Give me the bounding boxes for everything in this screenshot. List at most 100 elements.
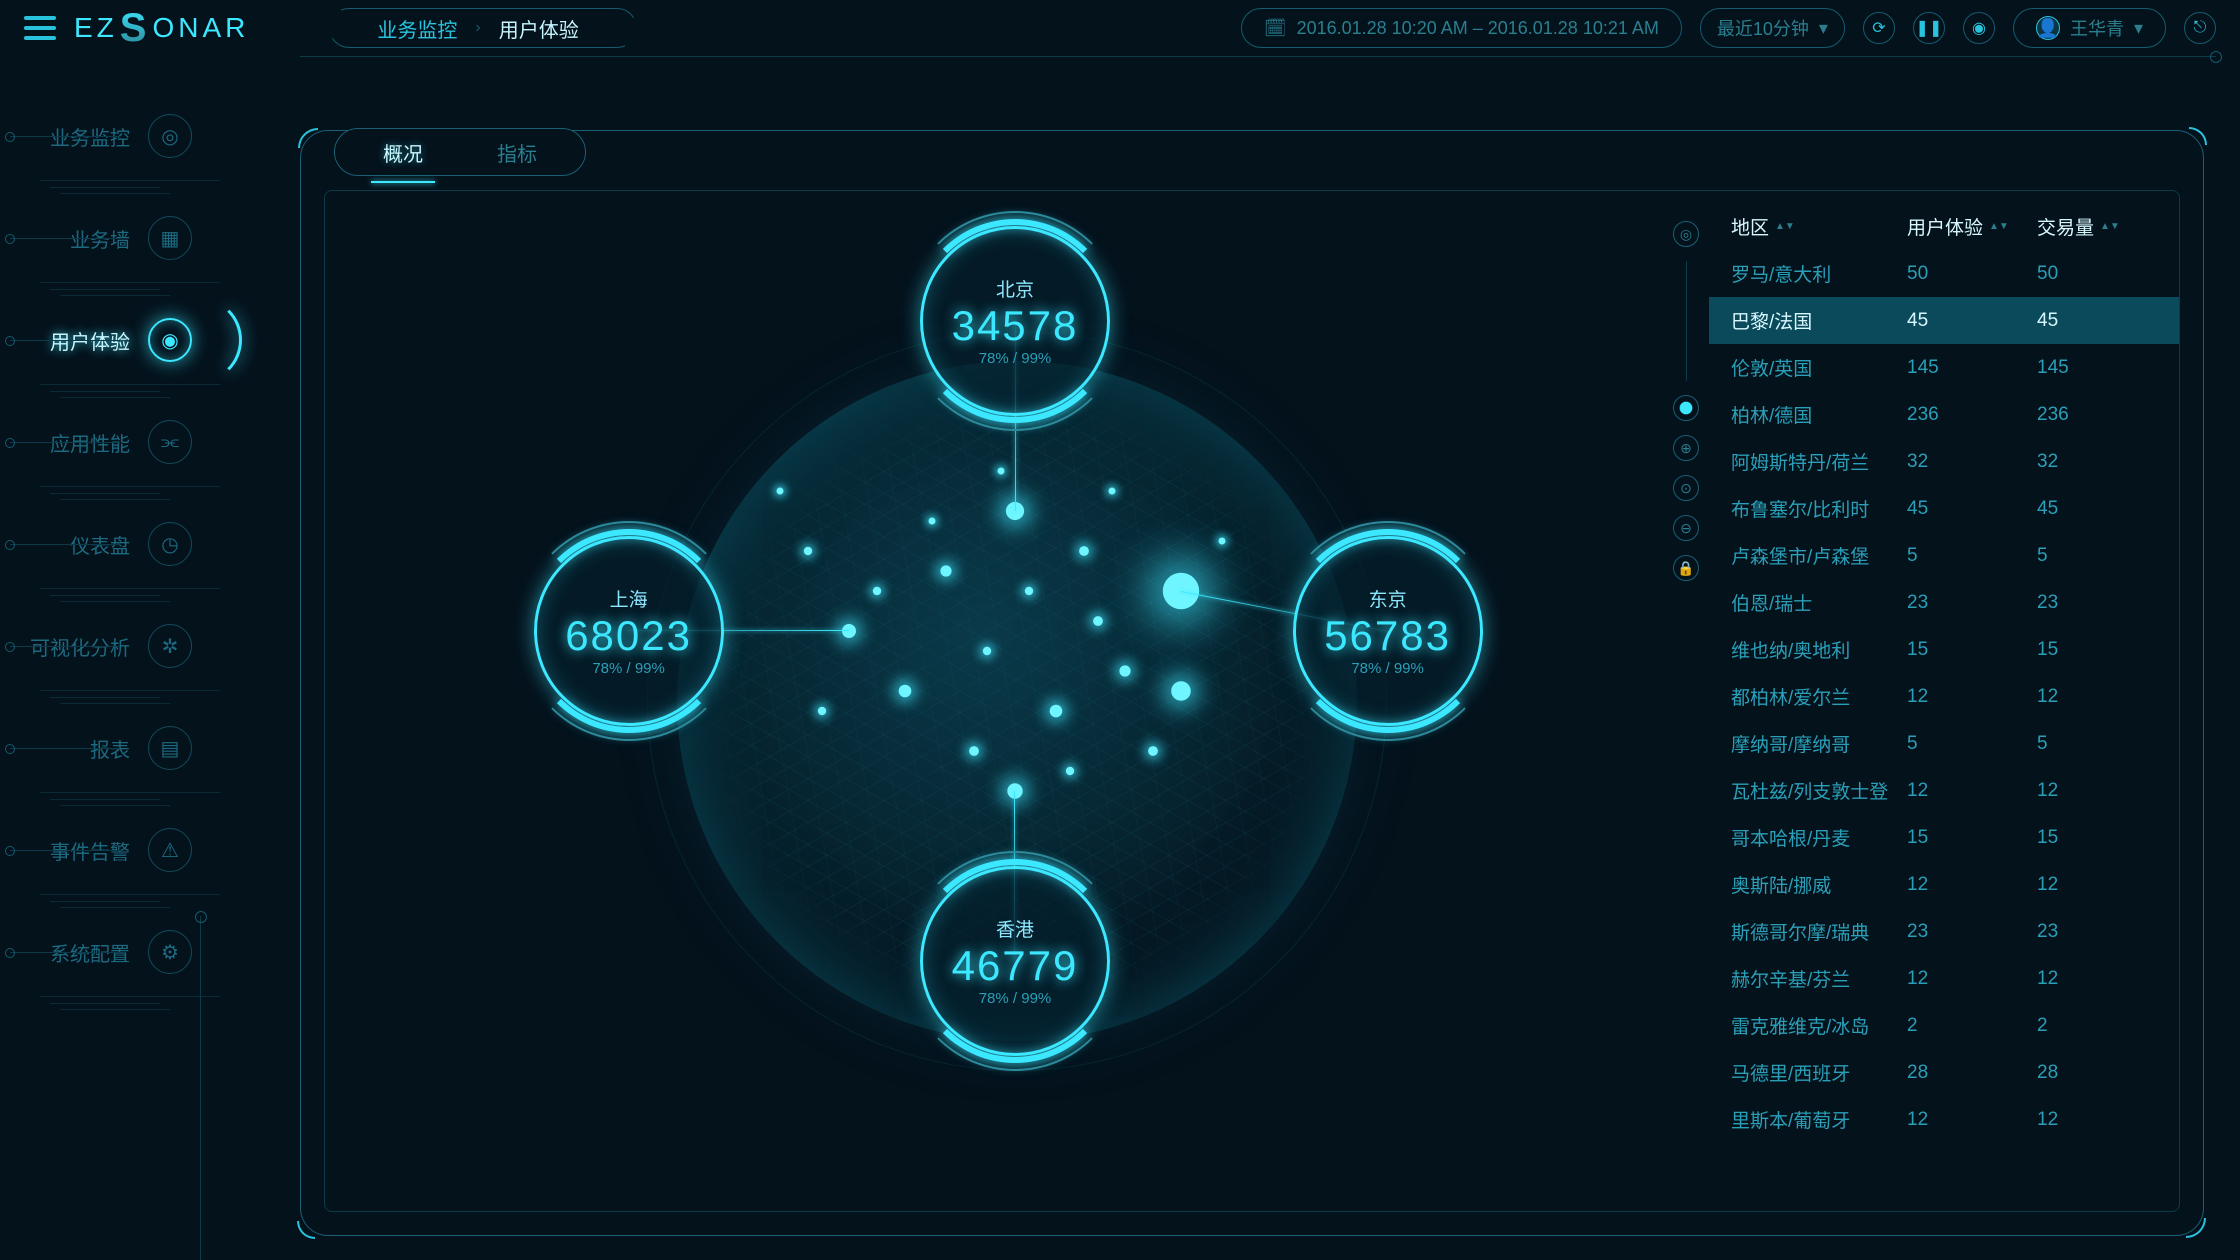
city-callout[interactable]: 北京 34578 78% / 99% — [920, 226, 1110, 416]
city-callout[interactable]: 香港 46779 78% / 99% — [920, 866, 1110, 1056]
table-row[interactable]: 罗马/意大利 50 50 — [1709, 250, 2179, 297]
map-dot — [1007, 783, 1022, 798]
cell-ux: 236 — [1907, 404, 2037, 426]
cell-ux: 23 — [1907, 921, 2037, 943]
map-dot — [873, 587, 881, 595]
table-row[interactable]: 雷克雅维克/冰岛 2 2 — [1709, 1002, 2179, 1049]
tab[interactable]: 指标 — [485, 132, 549, 173]
table-row[interactable]: 都柏林/爱尔兰 12 12 — [1709, 673, 2179, 720]
decorative-line — [40, 384, 220, 398]
layer-button[interactable]: ⊕ — [1673, 435, 1699, 461]
sidebar-item[interactable]: 应用性能 ⫘ — [0, 402, 220, 482]
cell-region: 都柏林/爱尔兰 — [1731, 683, 1907, 710]
cell-ux: 28 — [1907, 1062, 2037, 1084]
date-range-picker[interactable]: 🗓 2016.01.28 10:20 AM – 2016.01.28 10:21… — [1241, 8, 1682, 48]
sidebar-item[interactable]: 可视化分析 ✲ — [0, 606, 220, 686]
table-row[interactable]: 巴黎/法国 45 45 — [1709, 297, 2179, 344]
cell-region: 布鲁塞尔/比利时 — [1731, 495, 1907, 522]
lock-button[interactable]: 🔒 — [1673, 555, 1699, 581]
globe-area[interactable]: ◎ ⊕ ⊙ ⊖ 🔒 北京 34578 78% / 99% 上海 68023 78%… — [325, 191, 1709, 1211]
map-dot — [804, 547, 812, 555]
cell-region: 奥斯陆/挪威 — [1731, 871, 1907, 898]
table-row[interactable]: 马德里/西班牙 28 28 — [1709, 1049, 2179, 1096]
content: ◎ ⊕ ⊙ ⊖ 🔒 北京 34578 78% / 99% 上海 68023 78%… — [324, 190, 2180, 1212]
table-header: 地区▲▼ 用户体验▲▼ 交易量▲▼ — [1709, 203, 2179, 250]
table-row[interactable]: 伦敦/英国 145 145 — [1709, 344, 2179, 391]
cell-region: 赫尔辛基/芬兰 — [1731, 965, 1907, 992]
table-row[interactable]: 布鲁塞尔/比利时 45 45 — [1709, 485, 2179, 532]
region-table: 地区▲▼ 用户体验▲▼ 交易量▲▼ 罗马/意大利 50 50巴黎/法国 45 4… — [1709, 191, 2179, 1211]
settings-button[interactable]: ◉ — [1963, 12, 1995, 44]
table-row[interactable]: 奥斯陆/挪威 12 12 — [1709, 861, 2179, 908]
cell-ux: 12 — [1907, 780, 2037, 802]
table-row[interactable]: 瓦杜兹/列支敦士登 12 12 — [1709, 767, 2179, 814]
table-row[interactable]: 卢森堡市/卢森堡 5 5 — [1709, 532, 2179, 579]
refresh-button[interactable]: ⟳ — [1863, 12, 1895, 44]
callout-city: 北京 — [996, 275, 1034, 302]
zoom-out-button[interactable]: ⊖ — [1673, 515, 1699, 541]
table-row[interactable]: 伯恩/瑞士 23 23 — [1709, 579, 2179, 626]
sidebar-item[interactable]: 业务墙 ▦ — [0, 198, 220, 278]
time-window-select[interactable]: 最近10分钟 ▾ — [1700, 8, 1845, 48]
cell-volume: 12 — [2037, 874, 2157, 896]
decorative-line — [1686, 261, 1687, 381]
sidebar-item[interactable]: 报表 ▤ — [0, 708, 220, 788]
cell-volume: 23 — [2037, 592, 2157, 614]
cell-ux: 15 — [1907, 639, 2037, 661]
topbar: EZ S ONAR 业务监控 › 用户体验 🗓 2016.01.28 10:20… — [0, 0, 2240, 56]
cell-region: 马德里/西班牙 — [1731, 1059, 1907, 1086]
zoom-in-button[interactable]: ⊙ — [1673, 475, 1699, 501]
column-volume[interactable]: 交易量▲▼ — [2037, 213, 2157, 240]
sidebar-item[interactable]: 用户体验 ◉ — [0, 300, 220, 380]
mode-toggle[interactable] — [1673, 395, 1699, 421]
table-row[interactable]: 柏林/德国 236 236 — [1709, 391, 2179, 438]
breadcrumb-root[interactable]: 业务监控 — [359, 14, 475, 43]
avatar-icon: 👤 — [2036, 16, 2060, 40]
table-row[interactable]: 赫尔辛基/芬兰 12 12 — [1709, 955, 2179, 1002]
cell-volume: 45 — [2037, 310, 2157, 332]
decorative-line — [40, 690, 220, 704]
city-callout[interactable]: 上海 68023 78% / 99% — [534, 536, 724, 726]
map-dot — [1108, 488, 1115, 495]
table-row[interactable]: 哥本哈根/丹麦 15 15 — [1709, 814, 2179, 861]
panel-corner — [297, 1221, 315, 1239]
table-row[interactable]: 斯德哥尔摩/瑞典 23 23 — [1709, 908, 2179, 955]
cell-region: 卢森堡市/卢森堡 — [1731, 542, 1907, 569]
table-row[interactable]: 里斯本/葡萄牙 12 12 — [1709, 1096, 2179, 1143]
date-range-text: 2016.01.28 10:20 AM – 2016.01.28 10:21 A… — [1297, 18, 1659, 39]
breadcrumb: 业务监控 › 用户体验 — [329, 8, 636, 48]
table-row[interactable]: 阿姆斯特丹/荷兰 32 32 — [1709, 438, 2179, 485]
zoom-reset-button[interactable]: ◎ — [1673, 221, 1699, 247]
column-region[interactable]: 地区▲▼ — [1731, 213, 1907, 240]
pause-button[interactable]: ❚❚ — [1913, 12, 1945, 44]
cell-volume: 2 — [2037, 1015, 2157, 1037]
menu-icon[interactable] — [24, 16, 56, 40]
table-row[interactable]: 维也纳/奥地利 15 15 — [1709, 626, 2179, 673]
sidebar-item[interactable]: 仪表盘 ◷ — [0, 504, 220, 584]
logo-text-right: ONAR — [152, 12, 249, 44]
decorative-line — [10, 952, 120, 953]
decorative-line — [200, 916, 201, 1260]
breadcrumb-current: 用户体验 — [481, 14, 597, 43]
sidebar-item[interactable]: 系统配置 ⚙ — [0, 912, 220, 992]
calendar-icon: 🗓 — [1264, 18, 1287, 39]
cell-region: 里斯本/葡萄牙 — [1731, 1106, 1907, 1133]
tab[interactable]: 概况 — [371, 132, 435, 173]
tabs: 概况 指标 — [334, 128, 586, 176]
user-menu[interactable]: 👤 王华青 ▾ — [2013, 8, 2166, 48]
callout-ratio: 78% / 99% — [979, 990, 1052, 1007]
decorative-line — [10, 442, 120, 443]
table-row[interactable]: 摩纳哥/摩纳哥 5 5 — [1709, 720, 2179, 767]
map-dot — [1093, 616, 1103, 626]
column-ux[interactable]: 用户体验▲▼ — [1907, 213, 2037, 240]
header-right: 🗓 2016.01.28 10:20 AM – 2016.01.28 10:21… — [1241, 8, 2216, 48]
cell-volume: 28 — [2037, 1062, 2157, 1084]
exit-button[interactable]: ⎋ — [2184, 12, 2216, 44]
cell-region: 伦敦/英国 — [1731, 354, 1907, 381]
decorative-line — [10, 136, 120, 137]
city-callout[interactable]: 东京 56783 78% / 99% — [1293, 536, 1483, 726]
sidebar-item[interactable]: 业务监控 ◎ — [0, 96, 220, 176]
sidebar-item[interactable]: 事件告警 ⚠ — [0, 810, 220, 890]
decorative-line — [40, 792, 220, 806]
panel-corner — [2189, 127, 2207, 145]
